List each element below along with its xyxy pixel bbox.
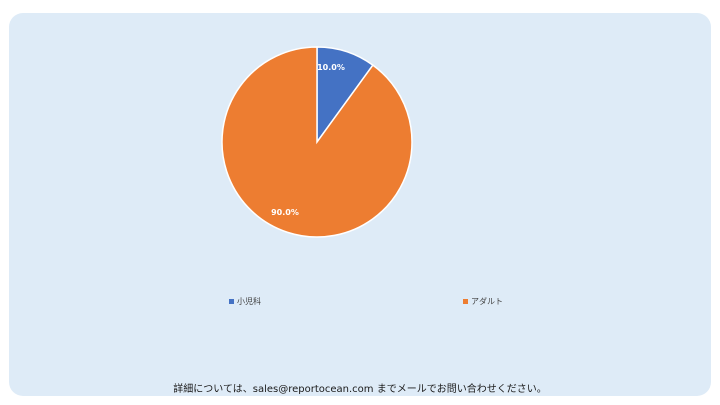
footer-contact-text: 詳細については、sales@reportocean.com までメールでお問い合… [173, 384, 547, 395]
data-label-adult: 90.0% [271, 208, 299, 217]
legend-item-pediatrics: 小児科 [229, 295, 261, 307]
legend-label-adult: アダルト [471, 296, 503, 306]
pie-slice-adult [221, 46, 413, 238]
data-label-pediatrics: 10.0% [317, 63, 345, 72]
legend-swatch-pediatrics [229, 298, 234, 304]
legend-label-pediatrics: 小児科 [237, 296, 261, 306]
legend-swatch-adult [463, 298, 468, 304]
legend-item-adult: アダルト [463, 295, 503, 307]
